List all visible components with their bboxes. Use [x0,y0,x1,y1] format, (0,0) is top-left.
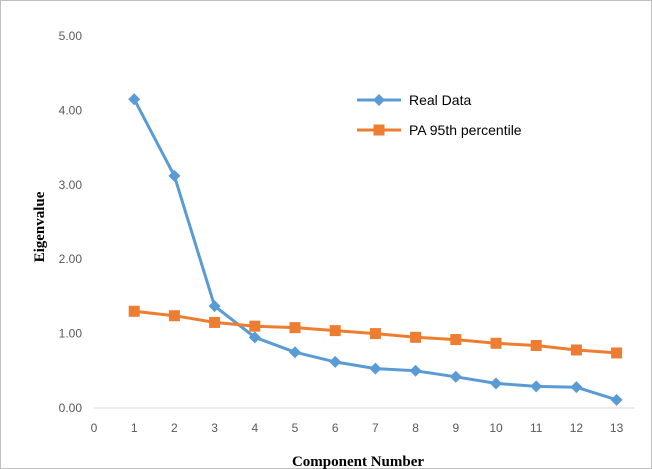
x-tick-label: 10 [489,421,503,435]
x-tick-label: 3 [211,421,218,435]
data-point-square [128,305,140,317]
x-tick-label: 6 [332,421,339,435]
y-tick-label: 3.00 [59,178,83,192]
x-tick-label: 5 [292,421,299,435]
data-point-square [369,328,381,340]
data-point-diamond [369,362,382,375]
legend-marker-diamond [373,94,385,106]
legend: Real Data PA 95th percentile [357,92,522,138]
data-point-square [168,310,180,322]
series-line-1 [132,98,618,402]
x-tick-label: 4 [251,421,258,435]
legend-label: PA 95th percentile [409,122,522,138]
legend-marker-square [373,124,385,136]
x-axis-title: Component Number [292,454,424,469]
data-point-square [209,316,221,328]
y-axis-title: Eigenvalue [32,191,48,262]
data-point-diamond [248,331,261,344]
data-point-square [329,325,341,337]
data-point-square [530,340,542,352]
y-tick-label: 2.00 [59,252,83,266]
y-tick-label: 4.00 [59,103,83,117]
data-point-diamond [208,300,221,313]
data-point-diamond [409,364,422,377]
series-layer [128,93,623,406]
data-point-square [611,347,623,359]
data-point-diamond [329,355,342,368]
y-tick-label: 5.00 [59,29,83,43]
x-tick-label: 7 [372,421,379,435]
data-point-square [410,331,422,343]
x-tick-label: 12 [570,421,584,435]
axes: 0.001.002.003.004.005.000 1 2 3 4 5 6 7 8 9 10 11 12… [59,29,635,435]
data-point-diamond [289,346,301,359]
x-tick-label: 8 [412,421,419,435]
data-point-diamond [530,380,543,393]
data-point-diamond [610,393,623,406]
y-tick-label: 1.00 [59,327,83,341]
x-tick-label: 13 [610,421,624,435]
data-point-square [570,344,582,356]
data-point-square [490,337,502,349]
data-point-diamond [168,169,181,182]
x-tick-label: 0 [91,421,98,435]
data-point-diamond [490,377,502,390]
x-tick-label: 9 [452,421,459,435]
x-tick-label: 1 [131,421,138,435]
data-point-diamond [570,381,583,394]
x-tick-label: 2 [171,421,178,435]
x-tick-label: 11 [530,421,543,435]
data-point-diamond [449,370,462,383]
data-point-square [249,320,261,332]
data-point-diamond [128,93,141,106]
data-point-square [289,322,301,334]
y-tick-label: 0.00 [59,401,83,415]
legend-label: Real Data [409,92,471,108]
data-point-square [450,334,462,346]
